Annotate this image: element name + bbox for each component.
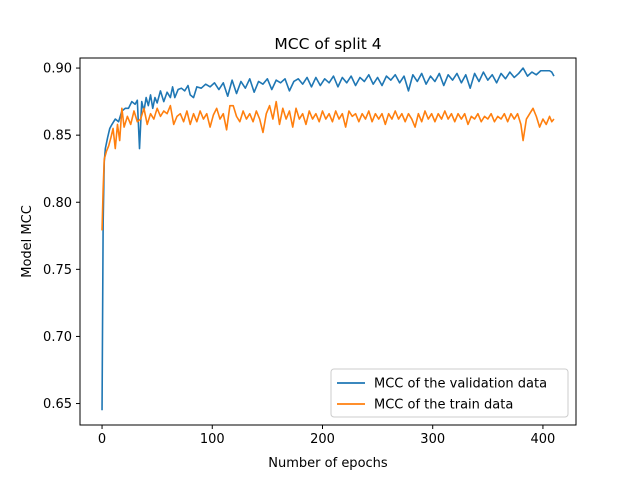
y-tick-label: 0.80 — [43, 196, 72, 211]
legend-box — [330, 368, 569, 418]
x-tick-label: 300 — [420, 432, 445, 447]
legend-label: MCC of the validation data — [374, 377, 547, 392]
y-tick-label: 0.65 — [43, 397, 72, 412]
y-tick-label: 0.70 — [43, 330, 72, 345]
y-axis-label: Model MCC — [20, 205, 35, 278]
x-axis-label: Number of epochs — [268, 456, 388, 471]
x-tick-label: 200 — [310, 432, 335, 447]
legend-label: MCC of the train data — [374, 398, 513, 413]
y-tick-label: 0.85 — [43, 129, 72, 144]
axes-frame — [79, 57, 577, 426]
series-line-validation — [101, 67, 555, 411]
x-tick-label: 100 — [200, 432, 225, 447]
x-axis: 0 100 200 300 400 — [98, 425, 555, 447]
y-axis: 0.65 0.70 0.75 0.80 0.85 0.90 — [43, 62, 80, 412]
x-tick-label: 0 — [98, 432, 106, 447]
y-tick-label: 0.75 — [43, 263, 72, 278]
x-tick-label: 400 — [531, 432, 556, 447]
chart-title: MCC of split 4 — [274, 35, 381, 53]
y-tick-label: 0.90 — [43, 62, 72, 77]
series-line-train — [101, 100, 555, 231]
plot-area — [101, 67, 555, 411]
legend: MCC of the validation data MCC of the tra… — [330, 368, 569, 418]
